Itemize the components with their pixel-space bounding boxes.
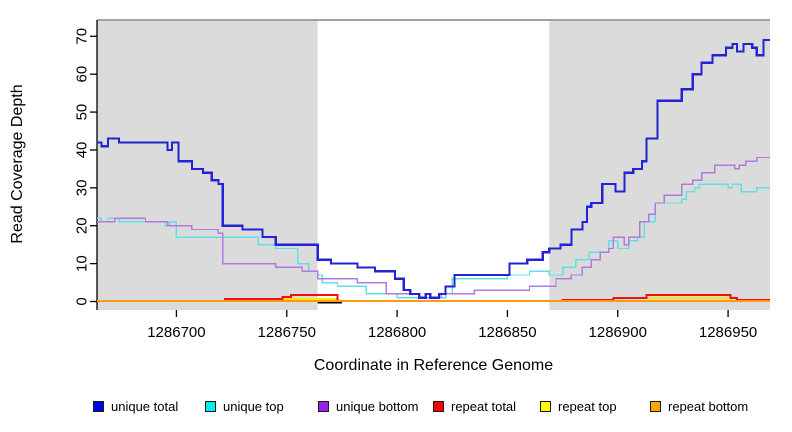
y-axis-title: Read Coverage Depth — [9, 84, 26, 244]
x-axis: 1286700 1286750 1286800 1286850 1286900 12869… — [147, 310, 757, 341]
y-axis: 0 10 20 30 40 50 60 70 — [73, 20, 98, 310]
legend-item-repeat-total: repeat total — [433, 399, 516, 414]
x-tick-label: 1286900 — [589, 324, 647, 341]
legend-label: repeat total — [451, 399, 517, 414]
y-tick-label: 20 — [74, 217, 91, 234]
plot-background — [97, 19, 770, 310]
legend-item-unique-top: unique top — [205, 399, 284, 414]
series-unique_total-line — [97, 39, 770, 299]
y-tick-label: 60 — [73, 66, 90, 83]
x-tick-label: 1286800 — [368, 324, 426, 341]
left-shaded-region — [97, 20, 318, 310]
legend-label: repeat bottom — [668, 399, 749, 414]
x-tick-label: 1286850 — [478, 324, 536, 341]
right-shaded-region — [549, 20, 770, 310]
legend-swatch-unique-top — [205, 401, 216, 412]
series-unique_top-line — [97, 183, 770, 299]
y-tick-label: 70 — [74, 28, 91, 45]
legend-label: unique bottom — [336, 399, 419, 414]
y-tick-label: 10 — [74, 255, 91, 272]
series-unique_bottom-line — [97, 156, 770, 299]
x-tick-label: 1286750 — [258, 324, 316, 341]
legend-swatch-repeat-top — [540, 401, 551, 412]
legend-item-unique-total: unique total — [93, 399, 178, 414]
y-tick-label: 40 — [74, 142, 91, 159]
y-tick-label: 0 — [74, 297, 91, 305]
legend-label: repeat top — [558, 399, 617, 414]
legend-swatch-unique-bottom — [318, 401, 329, 412]
legend-swatch-repeat-total — [433, 401, 444, 412]
legend-label: unique total — [111, 399, 179, 414]
legend-swatch-repeat-bottom — [650, 401, 661, 412]
legend-item-unique-bottom: unique bottom — [318, 399, 418, 414]
y-tick-label: 50 — [74, 104, 91, 121]
legend-item-repeat-top: repeat top — [540, 399, 617, 414]
x-tick-label: 1286700 — [147, 324, 205, 341]
x-tick-label: 1286950 — [699, 324, 757, 341]
legend-label: unique top — [223, 399, 284, 414]
series-lines — [97, 39, 770, 303]
legend-swatch-unique-total — [93, 401, 104, 412]
legend-item-repeat-bottom: repeat bottom — [650, 399, 748, 414]
y-tick-label: 30 — [74, 180, 91, 197]
x-axis-title: Coordinate in Reference Genome — [313, 357, 554, 374]
